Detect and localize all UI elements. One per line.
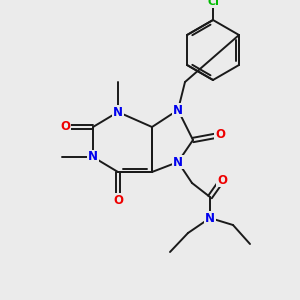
Text: O: O (217, 173, 227, 187)
Text: N: N (113, 106, 123, 118)
Text: O: O (60, 121, 70, 134)
Text: O: O (215, 128, 225, 142)
Text: N: N (173, 103, 183, 116)
Text: N: N (205, 212, 215, 224)
Text: O: O (113, 194, 123, 206)
Text: N: N (173, 155, 183, 169)
Text: Cl: Cl (207, 0, 219, 7)
Text: N: N (88, 151, 98, 164)
